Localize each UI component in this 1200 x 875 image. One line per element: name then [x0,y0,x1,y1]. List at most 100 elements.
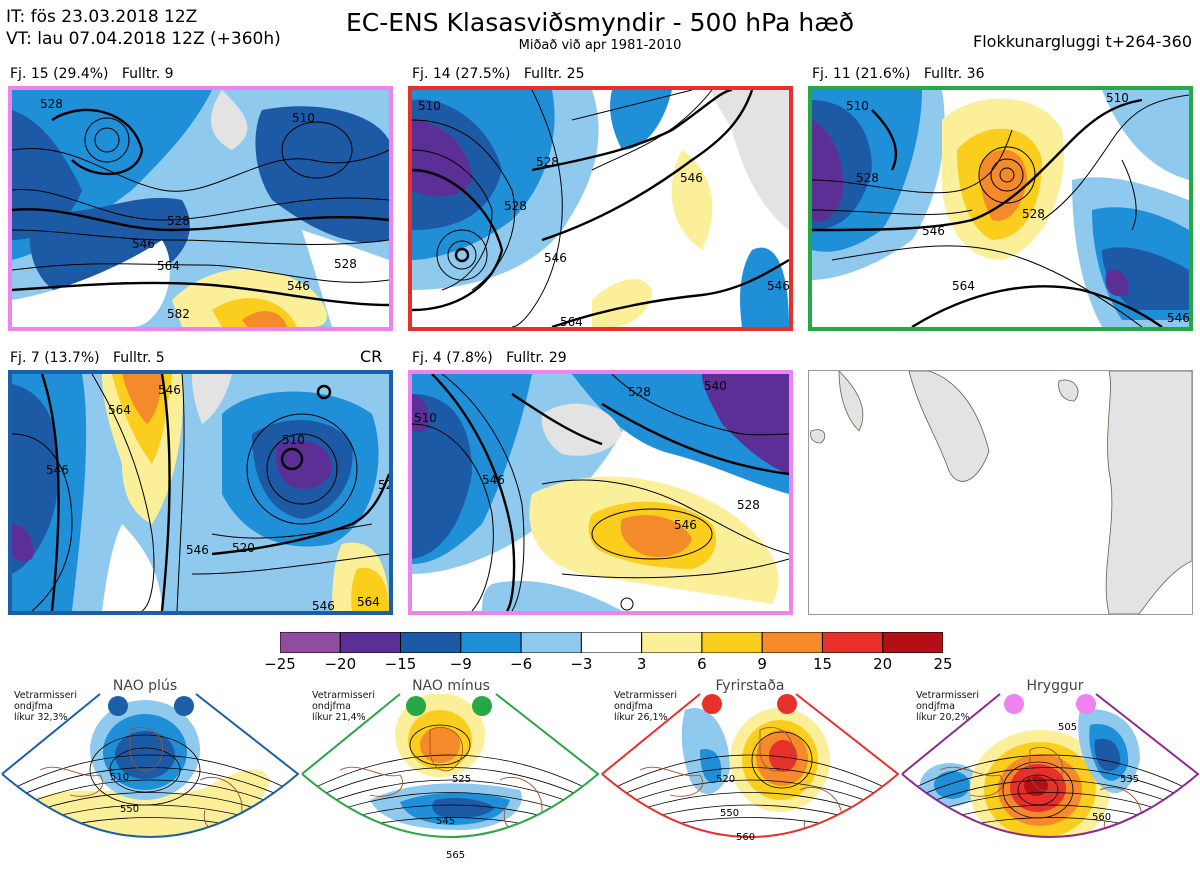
regime-map-ridge: 505 535 560 [900,690,1200,871]
p1-contour-label-5: 564 [157,259,180,273]
p4-contour-label-2: 546 [158,383,181,397]
regime-3-note: Vetrarmisseri ondjfma líkur 26,1% [614,690,677,723]
cluster-1-rep: Fulltr. 9 [121,66,174,82]
empty-map-panel [808,370,1193,615]
cluster-4-rep: Fulltr. 5 [112,350,165,366]
r3-contour-label-2: 550 [720,808,739,819]
colorbar-tick-label: 9 [757,655,767,673]
regime-1-note-line3: líkur 32,3% [14,712,68,723]
colorbar-swatch [520,631,582,654]
colorbar-swatch [279,631,341,654]
p4-contour-label-6: 546 [186,543,209,557]
page-title: EC-ENS Klasasviðsmyndir - 500 hPa hæð [345,8,855,37]
p3-contour-label-7: 546 [1167,311,1189,325]
r4-contour-label-1: 505 [1058,722,1077,733]
colorbar-swatch [339,631,402,654]
colorbar-tick-label: −9 [449,655,472,673]
p5-contour-label-6: 540 [704,379,727,393]
regime-1-dot-2 [174,696,194,716]
cluster-3-rep: Fulltr. 36 [923,66,985,82]
cluster-2-label: Fj. 14 (27.5%) Fulltr. 25 [412,66,585,82]
cluster-2-name: Fj. 14 (27.5%) [412,66,511,82]
p3-contour-label-4: 528 [1022,207,1045,221]
p3-contour-label-2: 510 [1106,91,1129,105]
colorbar-tick-label: −20 [324,655,357,673]
r1-contour-label-2: 550 [120,804,139,815]
colorbar-tick-label: −25 [264,655,296,673]
colorbar-svg [279,631,944,654]
regime-2-dot-1 [406,696,426,716]
regime-2-note-line2: ondjfma [312,701,351,712]
cluster-5-label: Fj. 4 (7.8%) Fulltr. 29 [412,350,567,366]
colorbar [279,631,944,654]
colorbar-swatch [460,631,522,654]
p2-contour-label-5: 546 [544,251,567,265]
colorbar-swatch [641,631,703,654]
cluster-2-rep: Fulltr. 25 [523,66,585,82]
p1-contour-label-7: 582 [167,307,190,321]
colorbar-tick-label: −15 [384,655,417,673]
p4-contour-label-7: 520 [232,541,255,555]
p4-contour-label-8: 546 [312,599,335,611]
r4-contour-label-3: 560 [1092,812,1111,823]
regime-4-dot-1 [1004,694,1024,714]
cluster-5-name: Fj. 4 (7.8%) [412,350,493,366]
regime-1-note-line2: ondjfma [14,701,53,712]
p1-contour-label-6: 546 [287,279,310,293]
page-subtitle: Miðað við apr 1981-2010 [518,38,682,53]
colorbar-swatch [761,631,823,654]
colorbar-swatch [400,631,462,654]
cluster-4-name: Fj. 7 (13.7%) [10,350,100,366]
r3-contour-label-3: 560 [736,832,755,843]
p5-contour-label-5: 546 [674,518,697,532]
colorbar-swatch [580,631,643,654]
regime-3-note-line1: Vetrarmisseri [614,690,677,701]
p3-contour-label-6: 564 [952,279,975,293]
regime-2-note: Vetrarmisseri ondjfma líkur 21,4% [312,690,375,723]
p3-contour-label-5: 546 [922,224,945,238]
regime-3-note-line2: ondjfma [614,701,653,712]
colorbar-tick-label: −6 [510,655,533,673]
r2-contour-label-3: 565 [446,850,465,861]
p2-contour-label-2: 528 [536,155,559,169]
colorbar-swatch [821,631,884,654]
regime-4-dot-2 [1076,694,1096,714]
colorbar-swatch [701,631,763,654]
p2-contour-label-1: 510 [418,99,441,113]
colorbar-swatch [882,631,944,654]
cluster-map-5: 510 528 546 528 546 540 [408,370,793,615]
initial-time: IT: fös 23.03.2018 12Z [6,7,198,27]
regime-4-title: Hryggur [1026,678,1084,694]
regime-2-title: NAO mínus [412,678,490,694]
regime-3-dot-2 [777,694,797,714]
p1-contour-label-2: 510 [292,111,315,125]
cluster-3-label: Fj. 11 (21.6%) Fulltr. 36 [812,66,985,82]
regime-4-note-line3: líkur 20,2% [916,712,970,723]
r4-contour-label-2: 535 [1120,774,1139,785]
regime-map-blocking: 520 550 560 [600,690,900,871]
cluster-4-label: Fj. 7 (13.7%) Fulltr. 5 [10,350,165,366]
colorbar-tick-label: −3 [570,655,593,673]
colorbar-tick-label: 3 [636,655,647,673]
colorbar-tick-label: 20 [873,655,893,673]
colorbar-labels: −25 −20 −15 −9 −6 −3 3 6 9 15 20 25 [0,655,1200,675]
cluster-map-2: 510 528 546 528 546 564 546 [408,86,793,331]
regime-map-nao-plus: 510 550 [0,690,300,871]
regime-2-dot-2 [472,696,492,716]
p2-contour-label-7: 546 [767,279,789,293]
regime-3-note-line3: líkur 26,1% [614,712,668,723]
regime-2-note-line1: Vetrarmisseri [312,690,375,701]
p3-contour-label-1: 510 [846,99,869,113]
regime-2-note-line3: líkur 21,4% [312,712,366,723]
colorbar-tick-label: 25 [933,655,953,673]
p2-contour-label-3: 546 [680,171,703,185]
regime-3-dot-1 [702,694,722,714]
r2-contour-label-2: 545 [436,816,455,827]
header-times: IT: fös 23.03.2018 12Z VT: lau 07.04.201… [6,6,281,50]
p2-contour-label-4: 528 [504,199,527,213]
p1-contour-label-4: 546 [132,237,155,251]
p4-contour-label-4: 510 [282,433,305,447]
cluster-5-rep: Fulltr. 29 [506,350,567,366]
classification-window: Flokkunargluggi t+264-360 [973,32,1192,51]
cluster-4-tag: CR [360,347,383,366]
